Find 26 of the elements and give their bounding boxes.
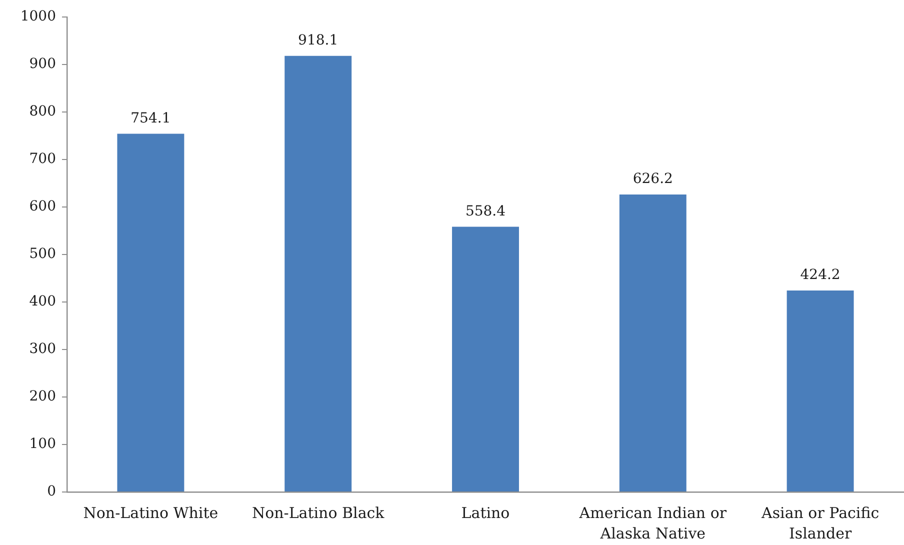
y-tick-label: 100: [29, 436, 56, 452]
y-tick-label: 800: [29, 104, 56, 120]
bar: [619, 194, 686, 492]
y-tick-label: 900: [29, 56, 56, 72]
data-label: 918.1: [298, 32, 338, 49]
data-label: 754.1: [130, 110, 171, 126]
x-tick-label: Asian or Pacific Islander: [760, 504, 880, 542]
y-tick-label: 400: [29, 294, 56, 310]
y-tick-label: 700: [29, 151, 56, 168]
y-tick-label: 600: [29, 198, 56, 215]
bar: [117, 134, 184, 492]
x-tick-label: Non-Latino White: [83, 504, 218, 522]
data-label: 558.4: [465, 203, 506, 220]
y-tick-label: 1000: [20, 8, 56, 25]
y-tick-label: 0: [47, 484, 56, 500]
x-tick-label: Latino: [461, 504, 510, 522]
y-tick-label: 200: [29, 388, 56, 405]
data-label: 626.2: [632, 171, 673, 188]
x-tick-label: Non-Latino Black: [252, 504, 386, 522]
bar: [284, 56, 352, 492]
y-tick-label: 500: [29, 246, 56, 262]
bar: [452, 226, 519, 492]
y-tick-label: 300: [29, 341, 56, 358]
bar: [786, 290, 854, 492]
x-tick-label: American Indian or Alaska Native: [578, 504, 728, 542]
data-label: 424.2: [800, 267, 840, 284]
